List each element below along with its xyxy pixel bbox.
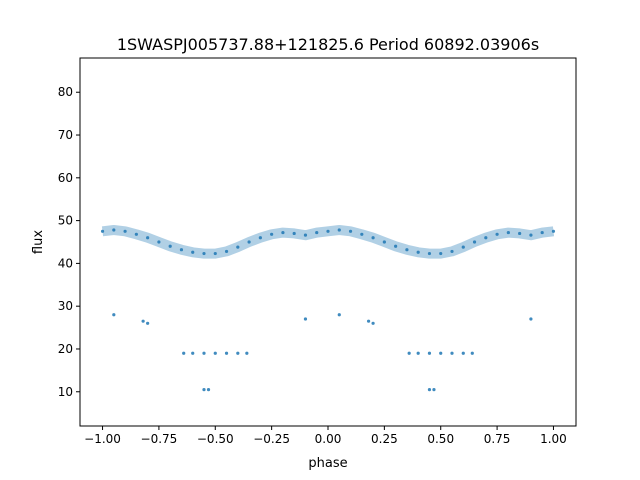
data-point [213,351,217,355]
data-point [236,245,240,249]
x-axis-label: phase [308,456,347,471]
data-point [179,248,184,252]
data-point [206,388,211,392]
data-point [112,313,116,317]
data-point [202,251,206,256]
y-tick-label: 70 [58,128,73,142]
y-tick-label: 60 [58,171,73,185]
y-tick-label: 80 [58,85,73,99]
y-tick-label: 10 [58,385,73,399]
x-axis: −1.00 −0.75 −0.50 −0.25 0.00 0.25 0.50 0.75 1.00 [84,426,567,446]
data-point [371,236,375,240]
data-point [247,240,251,244]
x-tick-label: 0.75 [484,432,511,446]
data-point [529,233,533,237]
x-tick-label: 1.00 [540,432,567,446]
data-point [407,351,411,355]
data-point [337,313,341,317]
data-point [146,236,150,240]
data-point [100,229,105,233]
data-point [191,351,195,355]
data-point [427,388,432,392]
x-tick-label: −1.00 [84,432,121,446]
chart-title: 1SWASPJ005737.88+121825.6 Period 60892.0… [117,35,539,54]
data-point [202,388,206,392]
data-point [360,232,364,236]
data-point [292,231,296,236]
data-point [112,228,116,232]
data-point [224,249,229,254]
data-point [326,229,330,233]
data-point [303,317,308,321]
data-point [461,245,465,249]
data-point [439,351,443,355]
data-point [484,236,488,240]
data-point [540,230,544,235]
data-point [472,240,477,244]
data-point [157,240,161,244]
x-tick-label: 0.00 [315,432,342,446]
x-tick-label: −0.25 [253,432,290,446]
data-point [432,388,436,392]
data-point [427,251,432,256]
data-point [134,232,138,236]
data-point [315,230,319,235]
data-point [258,236,262,240]
data-point [405,248,409,252]
data-point [348,229,353,233]
data-point [461,351,465,355]
data-point [224,351,229,355]
data-point [416,351,420,355]
data-point [337,228,341,232]
data-point [366,319,371,323]
data-point [123,229,127,233]
data-point [518,231,522,236]
data-point [245,351,249,355]
data-point [470,351,474,355]
data-point [450,249,454,254]
data-point [416,250,420,254]
flux-band [101,225,555,259]
data-point [450,351,454,355]
y-axis-label: flux [31,230,46,254]
data-point [213,251,217,256]
data-point [394,244,398,248]
data-point [168,244,172,248]
data-point [191,250,195,254]
data-point [202,351,206,355]
x-tick-label: 0.25 [371,432,398,446]
y-tick-label: 50 [58,214,73,228]
x-tick-label: −0.50 [197,432,234,446]
data-point [382,240,386,244]
data-point [427,351,432,355]
y-tick-label: 20 [58,342,73,356]
data-point [281,230,285,235]
data-point [270,232,274,236]
y-tick-label: 40 [58,256,73,270]
data-point [182,351,186,355]
data-point [303,233,308,237]
data-point [439,251,443,256]
y-tick-label: 30 [58,299,73,313]
data-point [371,321,375,325]
data-point [236,351,240,355]
data-point [551,229,556,233]
x-tick-label: 0.50 [427,432,454,446]
data-point [506,230,510,235]
x-tick-label: −0.75 [141,432,178,446]
plot-points [100,225,556,392]
data-point [529,317,533,321]
data-point [146,321,150,325]
data-point [495,232,499,236]
data-point [141,319,145,323]
y-axis: 10 20 30 40 50 60 70 80 [58,85,80,399]
